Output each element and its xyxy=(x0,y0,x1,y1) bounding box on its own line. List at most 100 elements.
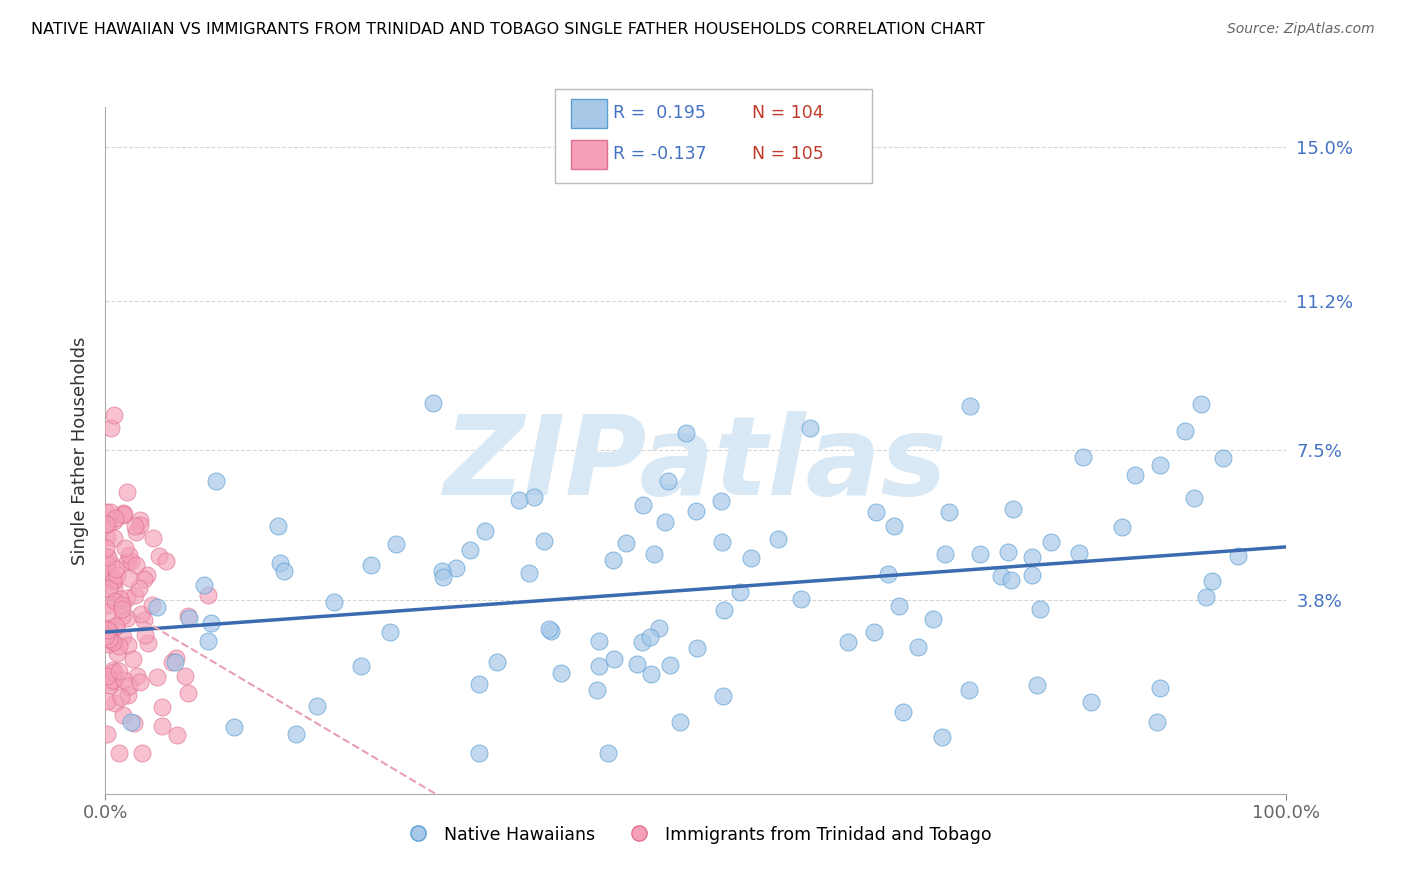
Point xyxy=(197,588,219,602)
Point xyxy=(222,720,245,734)
Point xyxy=(648,621,671,635)
Point xyxy=(740,550,762,565)
Point xyxy=(111,508,134,522)
Point xyxy=(659,657,682,672)
Point xyxy=(1212,451,1234,466)
Point xyxy=(97,517,120,532)
Point xyxy=(675,426,697,441)
Point xyxy=(97,581,120,595)
Point xyxy=(115,591,138,605)
Point xyxy=(100,674,122,689)
Point xyxy=(98,632,121,647)
Point xyxy=(669,714,692,729)
Point xyxy=(134,613,156,627)
Point xyxy=(204,475,226,489)
Point xyxy=(96,598,118,612)
Point xyxy=(523,490,546,504)
Point xyxy=(654,516,676,530)
Point xyxy=(1080,695,1102,709)
Text: R = -0.137: R = -0.137 xyxy=(613,145,707,163)
Point xyxy=(165,651,187,665)
Point xyxy=(103,531,125,545)
Point xyxy=(380,625,402,640)
Point xyxy=(117,639,139,653)
Point xyxy=(96,668,118,682)
Point xyxy=(112,673,135,688)
Point xyxy=(959,399,981,413)
Point xyxy=(179,611,201,625)
Point xyxy=(129,513,152,527)
Point xyxy=(94,629,117,643)
Point xyxy=(108,592,131,607)
Point xyxy=(177,609,200,624)
Point xyxy=(110,608,132,623)
Point xyxy=(110,598,132,612)
Point xyxy=(131,747,153,761)
Point xyxy=(103,572,125,586)
Point xyxy=(728,585,751,599)
Point xyxy=(485,655,508,669)
Text: R =  0.195: R = 0.195 xyxy=(613,104,706,122)
Point xyxy=(111,630,134,644)
Point xyxy=(603,652,626,666)
Point xyxy=(103,582,125,596)
Point xyxy=(934,547,956,561)
Point xyxy=(631,499,654,513)
Text: N = 105: N = 105 xyxy=(752,145,824,163)
Point xyxy=(630,634,652,648)
Point xyxy=(865,505,887,519)
Point xyxy=(799,421,821,435)
Point xyxy=(98,627,121,641)
Point xyxy=(114,541,136,555)
Point xyxy=(1071,450,1094,464)
Point xyxy=(104,562,127,576)
Point xyxy=(115,611,138,625)
Point xyxy=(150,700,173,714)
Point xyxy=(124,588,146,602)
Point xyxy=(118,680,141,694)
Point xyxy=(104,510,127,524)
Point xyxy=(200,615,222,630)
Point xyxy=(267,519,290,533)
Point xyxy=(197,633,219,648)
Point xyxy=(141,599,163,613)
Point xyxy=(96,727,118,741)
Point xyxy=(588,634,610,648)
Legend: Native Hawaiians, Immigrants from Trinidad and Tobago: Native Hawaiians, Immigrants from Trinid… xyxy=(394,819,998,850)
Point xyxy=(1111,520,1133,534)
Point xyxy=(120,554,142,568)
Point xyxy=(1149,458,1171,473)
Point xyxy=(125,524,148,539)
Point xyxy=(129,675,152,690)
Point xyxy=(540,624,562,639)
Text: Source: ZipAtlas.com: Source: ZipAtlas.com xyxy=(1227,22,1375,37)
Point xyxy=(96,517,118,532)
Text: N = 104: N = 104 xyxy=(752,104,824,122)
Point xyxy=(96,569,118,583)
Point xyxy=(98,637,121,651)
Point xyxy=(1123,468,1146,483)
Point xyxy=(111,601,134,615)
Point xyxy=(96,558,118,573)
Point xyxy=(384,537,406,551)
Point xyxy=(160,655,183,669)
Point xyxy=(586,682,609,697)
Point xyxy=(103,574,125,588)
Point xyxy=(1146,715,1168,730)
Point xyxy=(96,549,118,564)
Point xyxy=(474,524,496,539)
Point xyxy=(1182,491,1205,505)
Point xyxy=(120,715,142,730)
Point xyxy=(422,396,444,410)
Point xyxy=(118,571,141,585)
Point xyxy=(150,719,173,733)
Point xyxy=(1021,568,1043,582)
Point xyxy=(155,554,177,568)
Point xyxy=(103,408,125,422)
Point xyxy=(468,747,491,761)
Point xyxy=(1226,549,1249,563)
Point xyxy=(97,624,120,639)
Point xyxy=(768,533,790,547)
Point xyxy=(129,517,152,532)
Point xyxy=(125,669,148,683)
